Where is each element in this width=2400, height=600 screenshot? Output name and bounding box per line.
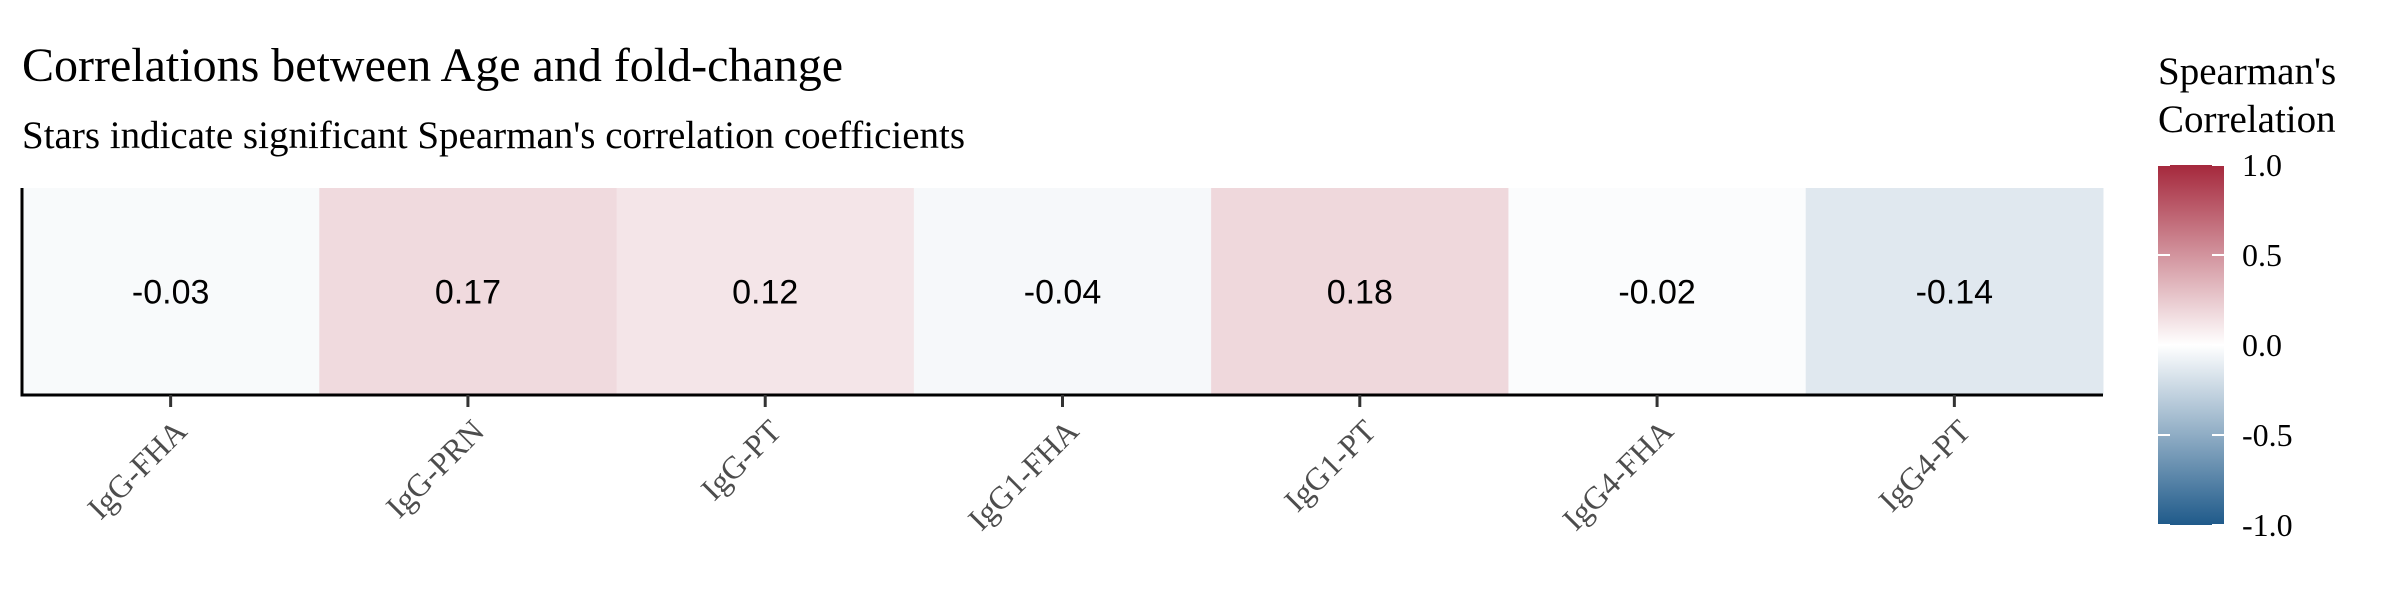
tile-value-label: -0.14: [1916, 274, 1994, 312]
tile-value-label: -0.02: [1618, 274, 1696, 312]
heatmap-tiles: -0.03 0.17 0.12 -0.04 0.18 -0.02 -0.14: [22, 188, 2104, 395]
x-tick-label: IgG-PT: [694, 412, 789, 507]
color-legend: 1.0 0.5 0.0 -0.5 -1.0: [2158, 147, 2293, 543]
x-tick-label: IgG1-FHA: [961, 412, 1086, 537]
legend-tick-label: 0.5: [2242, 237, 2282, 273]
legend-tick-label: 0.0: [2242, 327, 2282, 363]
legend-title-line1: Spearman's: [2158, 50, 2337, 93]
x-tick-label: IgG1-PT: [1277, 412, 1383, 518]
x-tick-label: IgG-PRN: [379, 412, 491, 524]
heatmap-tile: [1211, 188, 1509, 395]
legend-title-line2: Correlation: [2158, 98, 2336, 141]
tile-value-label: 0.18: [1327, 274, 1393, 312]
legend-title: Spearman's Correlation: [2158, 48, 2378, 144]
x-tick-label: IgG-FHA: [80, 412, 193, 525]
heatmap-tile: [1508, 188, 1807, 395]
x-tick-label: IgG4-FHA: [1555, 412, 1680, 537]
legend-tick-label: -0.5: [2242, 417, 2293, 453]
chart-subtitle: Stars indicate significant Spearman's co…: [22, 114, 966, 157]
tile-value-label: 0.17: [435, 274, 501, 312]
x-axis-ticks: IgG-FHA IgG-PRN IgG-PT IgG1-FHA IgG1-PT IgG4-…: [80, 395, 1978, 537]
heatmap-tile: [913, 188, 1212, 395]
tile-value-label: -0.03: [132, 274, 210, 312]
chart-title: Correlations between Age and fold-change: [22, 39, 844, 92]
heatmap-tile: [1805, 188, 2104, 395]
tile-value-label: 0.12: [732, 274, 798, 312]
x-tick-label: IgG4-PT: [1871, 412, 1977, 518]
tile-value-label: -0.04: [1024, 274, 1102, 312]
heatmap-tile: [22, 188, 320, 395]
heatmap-tile: [616, 188, 915, 395]
legend-tick-label: -1.0: [2242, 507, 2293, 543]
legend-tick-label: 1.0: [2242, 147, 2282, 183]
heatmap-tile: [319, 188, 618, 395]
